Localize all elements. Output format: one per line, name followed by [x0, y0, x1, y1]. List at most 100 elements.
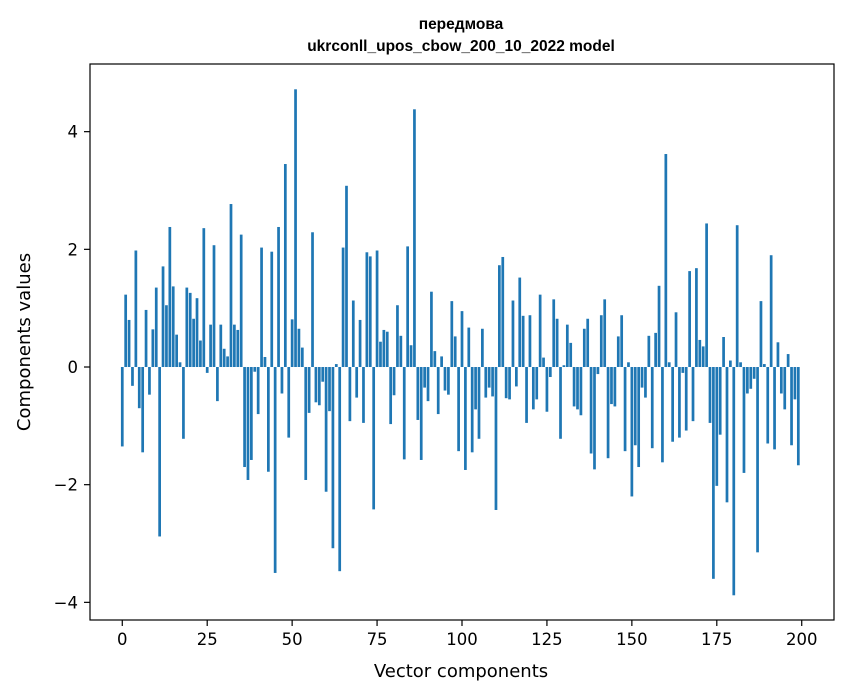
- x-axis-ticks: 0 25 50 75 100 125 150 175 200: [117, 620, 817, 649]
- bar-component-88: [419, 367, 423, 460]
- bar-component-4: [134, 250, 138, 368]
- bar-component-44: [270, 251, 274, 368]
- bar-component-30: [222, 348, 226, 368]
- bar-component-13: [165, 305, 168, 368]
- bar-component-159: [661, 367, 664, 463]
- bar-component-72: [365, 252, 369, 368]
- bar-component-149: [627, 362, 630, 368]
- bar-component-108: [487, 367, 491, 388]
- bar-component-115: [511, 300, 515, 367]
- bar-component-85: [409, 345, 413, 368]
- bar-component-20: [188, 292, 192, 367]
- bar-component-129: [559, 367, 562, 439]
- bar-component-162: [671, 367, 674, 442]
- y-tick-label: 4: [68, 123, 79, 142]
- bar-component-145: [613, 367, 617, 407]
- bar-component-91: [430, 291, 433, 368]
- bar-component-62: [331, 367, 335, 549]
- bar-component-126: [548, 367, 552, 378]
- bar-component-82: [399, 335, 403, 367]
- bar-component-9: [151, 329, 155, 368]
- bar-component-57: [314, 367, 318, 403]
- bar-component-154: [644, 367, 647, 398]
- bar-component-141: [599, 315, 603, 368]
- bar-component-6: [141, 367, 145, 453]
- bar-component-1: [124, 294, 128, 368]
- bar-component-120: [528, 315, 532, 368]
- bar-component-150: [630, 367, 634, 497]
- bar-component-0: [120, 367, 124, 447]
- bar-component-73: [368, 256, 372, 367]
- bar-component-46: [277, 226, 280, 368]
- bar-component-157: [654, 332, 657, 367]
- bar-component-183: [742, 367, 746, 473]
- bar-component-2: [127, 319, 131, 368]
- bar-component-81: [396, 305, 399, 368]
- y-tick-label: 2: [68, 240, 79, 259]
- bar-component-53: [300, 347, 304, 368]
- bar-component-16: [175, 334, 178, 368]
- bar-component-122: [535, 367, 539, 400]
- bar-component-42: [263, 357, 267, 367]
- bar-component-7: [144, 309, 148, 367]
- bars-group: [120, 89, 800, 596]
- bar-component-176: [718, 367, 722, 435]
- bar-component-94: [440, 356, 443, 367]
- bar-component-67: [348, 367, 352, 422]
- bar-component-188: [759, 301, 763, 368]
- bar-component-60: [324, 367, 328, 492]
- bar-component-165: [681, 367, 685, 373]
- bar-component-105: [477, 367, 481, 439]
- bar-component-28: [216, 367, 219, 402]
- x-tick-label: 175: [701, 630, 733, 649]
- y-tick-label: 0: [68, 358, 79, 377]
- bar-component-83: [402, 367, 406, 460]
- bar-component-23: [199, 340, 202, 368]
- bar-component-52: [297, 328, 301, 367]
- bar-component-166: [684, 367, 688, 431]
- bar-component-167: [688, 271, 691, 367]
- bar-component-121: [531, 367, 535, 410]
- bar-component-102: [467, 327, 471, 368]
- bar-component-169: [695, 268, 698, 367]
- x-tick-label: 200: [786, 630, 818, 649]
- x-tick-label: 0: [117, 630, 128, 649]
- bar-component-90: [426, 367, 430, 402]
- bar-component-19: [185, 287, 189, 368]
- bar-component-61: [328, 367, 331, 412]
- bar-component-117: [518, 277, 522, 367]
- bar-component-123: [538, 294, 542, 368]
- bar-component-92: [433, 351, 437, 368]
- bar-component-119: [525, 367, 528, 423]
- bar-component-38: [250, 367, 253, 460]
- x-tick-label: 150: [616, 630, 648, 649]
- bar-component-136: [582, 328, 586, 367]
- bar-component-160: [664, 154, 668, 368]
- bar-component-133: [572, 367, 576, 407]
- bar-component-110: [494, 367, 498, 510]
- bar-component-153: [640, 367, 644, 388]
- bar-component-14: [168, 226, 172, 368]
- bar-component-161: [667, 362, 671, 368]
- bar-component-54: [304, 367, 308, 480]
- bar-component-111: [498, 265, 501, 368]
- bar-component-184: [746, 367, 749, 394]
- bar-component-99: [457, 367, 460, 452]
- bar-component-74: [372, 367, 376, 510]
- bar-component-87: [416, 367, 420, 420]
- bar-component-179: [729, 360, 732, 367]
- bar-component-84: [406, 246, 409, 367]
- bar-component-148: [623, 367, 627, 452]
- bar-component-64: [338, 367, 342, 572]
- bar-component-182: [739, 362, 742, 368]
- bar-component-187: [756, 367, 759, 553]
- bar-component-98: [453, 336, 457, 367]
- x-tick-label: 25: [197, 630, 218, 649]
- y-axis-label: Components values: [14, 253, 35, 431]
- bar-component-186: [752, 367, 756, 379]
- bar-component-58: [317, 367, 321, 406]
- bar-component-109: [491, 367, 494, 397]
- bar-component-106: [481, 328, 484, 367]
- bar-component-86: [413, 109, 416, 368]
